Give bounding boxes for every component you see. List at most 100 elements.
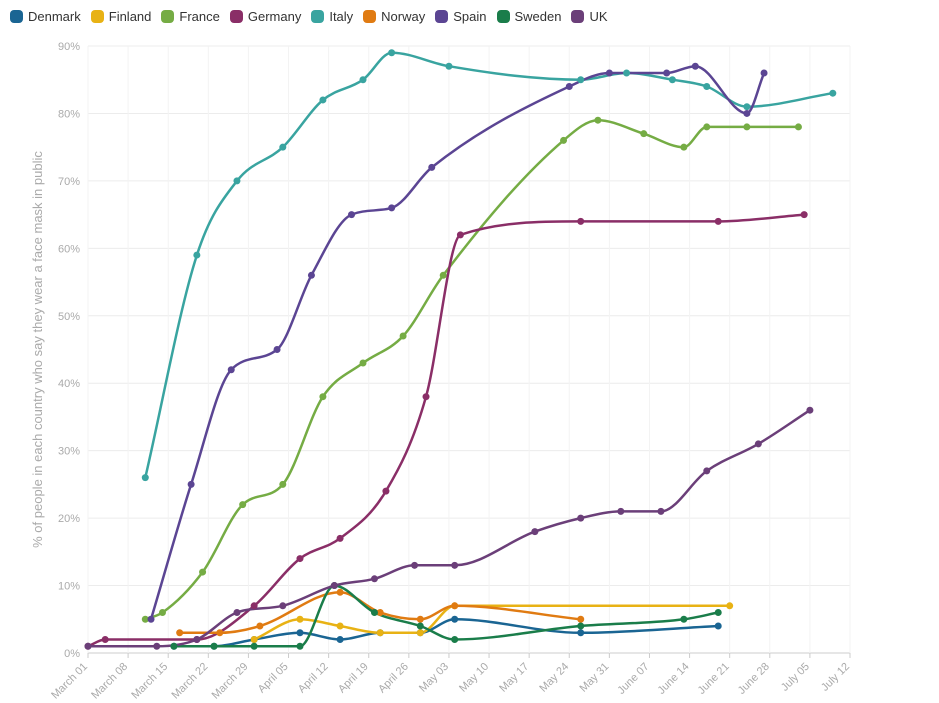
- data-point-uk[interactable]: [193, 636, 201, 644]
- data-point-france[interactable]: [439, 271, 447, 279]
- data-point-sweden[interactable]: [250, 642, 258, 650]
- data-point-spain[interactable]: [428, 163, 436, 171]
- data-point-norway[interactable]: [416, 615, 424, 623]
- data-point-italy[interactable]: [703, 82, 711, 90]
- data-point-finland[interactable]: [250, 636, 258, 644]
- data-point-france[interactable]: [680, 143, 688, 151]
- legend-item-germany[interactable]: Germany: [229, 9, 301, 24]
- data-point-denmark[interactable]: [296, 629, 304, 637]
- data-point-norway[interactable]: [376, 609, 384, 617]
- data-point-germany[interactable]: [250, 602, 258, 610]
- data-point-germany[interactable]: [577, 217, 585, 225]
- data-point-italy[interactable]: [577, 76, 585, 84]
- data-point-sweden[interactable]: [416, 622, 424, 630]
- data-point-spain[interactable]: [743, 109, 751, 117]
- data-point-finland[interactable]: [416, 629, 424, 637]
- data-point-italy[interactable]: [743, 103, 751, 111]
- data-point-uk[interactable]: [451, 561, 459, 569]
- legend-item-sweden[interactable]: Sweden: [496, 9, 561, 24]
- data-point-italy[interactable]: [233, 177, 241, 185]
- data-point-finland[interactable]: [296, 615, 304, 623]
- data-point-norway[interactable]: [577, 615, 585, 623]
- data-point-france[interactable]: [359, 359, 367, 367]
- data-point-italy[interactable]: [388, 49, 396, 57]
- data-point-sweden[interactable]: [170, 642, 178, 650]
- legend-item-france[interactable]: France: [161, 9, 220, 24]
- data-point-italy[interactable]: [193, 251, 201, 259]
- data-point-italy[interactable]: [141, 474, 149, 482]
- data-point-italy[interactable]: [668, 76, 676, 84]
- data-point-uk[interactable]: [531, 528, 539, 536]
- data-point-uk[interactable]: [577, 514, 585, 522]
- legend-item-spain[interactable]: Spain: [435, 9, 487, 24]
- data-point-uk[interactable]: [153, 642, 161, 650]
- legend-item-norway[interactable]: Norway: [363, 9, 425, 24]
- data-point-germany[interactable]: [714, 217, 722, 225]
- data-point-spain[interactable]: [273, 346, 281, 353]
- data-point-sweden[interactable]: [451, 636, 459, 644]
- data-point-sweden[interactable]: [370, 609, 378, 617]
- data-point-sweden[interactable]: [577, 622, 585, 630]
- data-point-finland[interactable]: [336, 622, 344, 630]
- data-point-uk[interactable]: [330, 582, 338, 590]
- data-point-germany[interactable]: [456, 231, 464, 239]
- data-point-sweden[interactable]: [296, 642, 304, 650]
- data-point-germany[interactable]: [296, 555, 304, 563]
- data-point-spain[interactable]: [147, 615, 155, 623]
- data-point-uk[interactable]: [617, 507, 625, 515]
- data-point-spain[interactable]: [605, 69, 613, 77]
- legend-item-italy[interactable]: Italy: [311, 9, 353, 24]
- data-point-france[interactable]: [199, 568, 207, 576]
- data-point-italy[interactable]: [623, 69, 631, 77]
- data-point-italy[interactable]: [829, 89, 837, 97]
- data-point-uk[interactable]: [233, 609, 241, 617]
- data-point-italy[interactable]: [279, 143, 287, 151]
- data-point-uk[interactable]: [370, 575, 378, 583]
- data-point-france[interactable]: [279, 480, 287, 488]
- data-point-norway[interactable]: [256, 622, 264, 630]
- data-point-spain[interactable]: [760, 69, 768, 77]
- data-point-france[interactable]: [794, 123, 802, 131]
- data-point-france[interactable]: [703, 123, 711, 131]
- data-point-spain[interactable]: [565, 82, 573, 90]
- data-point-france[interactable]: [239, 501, 247, 509]
- data-point-denmark[interactable]: [714, 622, 722, 630]
- data-point-spain[interactable]: [663, 69, 671, 77]
- legend-item-denmark[interactable]: Denmark: [10, 9, 81, 24]
- data-point-spain[interactable]: [348, 211, 356, 219]
- data-point-spain[interactable]: [307, 271, 315, 279]
- legend-item-finland[interactable]: Finland: [90, 9, 151, 24]
- data-point-spain[interactable]: [691, 62, 699, 70]
- data-point-uk[interactable]: [703, 467, 711, 475]
- data-point-norway[interactable]: [216, 629, 224, 637]
- data-point-norway[interactable]: [176, 629, 184, 637]
- data-point-germany[interactable]: [336, 534, 344, 542]
- data-point-spain[interactable]: [227, 366, 235, 374]
- data-point-france[interactable]: [141, 615, 149, 623]
- data-point-uk[interactable]: [84, 642, 92, 650]
- data-point-france[interactable]: [399, 332, 407, 340]
- data-point-uk[interactable]: [411, 561, 419, 569]
- data-point-france[interactable]: [319, 393, 327, 401]
- data-point-germany[interactable]: [800, 211, 808, 219]
- legend-item-uk[interactable]: UK: [571, 9, 608, 24]
- data-point-spain[interactable]: [187, 480, 195, 488]
- data-point-norway[interactable]: [451, 602, 459, 610]
- data-point-sweden[interactable]: [714, 609, 722, 617]
- data-point-france[interactable]: [158, 609, 166, 617]
- data-point-uk[interactable]: [806, 406, 814, 414]
- data-point-sweden[interactable]: [680, 615, 688, 623]
- data-point-finland[interactable]: [376, 629, 384, 637]
- data-point-denmark[interactable]: [451, 615, 459, 623]
- data-point-italy[interactable]: [445, 62, 453, 70]
- data-point-germany[interactable]: [382, 487, 390, 495]
- data-point-uk[interactable]: [279, 602, 287, 610]
- data-point-italy[interactable]: [359, 76, 367, 84]
- data-point-france[interactable]: [640, 130, 648, 138]
- data-point-norway[interactable]: [336, 588, 344, 596]
- data-point-finland[interactable]: [726, 602, 734, 610]
- data-point-uk[interactable]: [754, 440, 762, 448]
- data-point-germany[interactable]: [422, 393, 430, 401]
- data-point-france[interactable]: [594, 116, 602, 124]
- data-point-italy[interactable]: [319, 96, 327, 104]
